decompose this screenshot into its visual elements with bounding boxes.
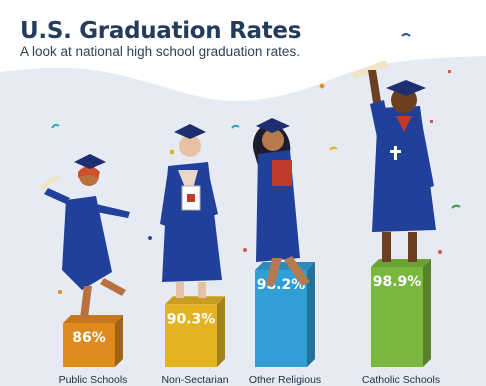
confetti-decoration (51, 33, 461, 294)
bar-side (217, 296, 225, 367)
bar-catholic-schools: 98.9% (371, 259, 431, 367)
bar-non-sectarian: 90.3% (165, 296, 225, 367)
category-labels: Public Schools Non-Sectarian Other Religio… (59, 374, 441, 386)
bar-value-label: 90.3% (167, 311, 216, 327)
bar-front (63, 322, 115, 367)
page-subtitle: A look at national high school graduatio… (20, 44, 300, 59)
category-label: Catholic Schools (362, 374, 440, 386)
bar-public-schools: 86% (63, 314, 123, 367)
graduate-illustrations (38, 60, 436, 318)
category-label: Non-Sectarian (161, 374, 228, 386)
bar-front (165, 304, 217, 367)
graduate-catholic-schools (351, 60, 436, 262)
bar-top (165, 296, 225, 305)
bar-top (371, 259, 431, 267)
bars: 86% 90.3% 98.2% 98.9% (63, 259, 431, 367)
bar-other-religious: 98.2% (255, 262, 315, 367)
graduate-non-sectarian (160, 124, 222, 298)
bar-side (115, 314, 123, 367)
bar-top (63, 314, 123, 323)
graduate-other-religious (252, 118, 310, 286)
bar-value-label: 86% (72, 330, 106, 346)
bar-top (255, 262, 315, 271)
bar-side (423, 259, 431, 367)
category-label: Other Religious (249, 374, 321, 386)
bar-front (255, 270, 307, 367)
bar-front (371, 267, 423, 367)
bar-value-label: 98.9% (373, 274, 422, 290)
bar-side (307, 262, 315, 367)
category-label: Public Schools (59, 374, 128, 386)
graduate-public-schools (38, 154, 130, 318)
page-title: U.S. Graduation Rates (20, 18, 302, 44)
